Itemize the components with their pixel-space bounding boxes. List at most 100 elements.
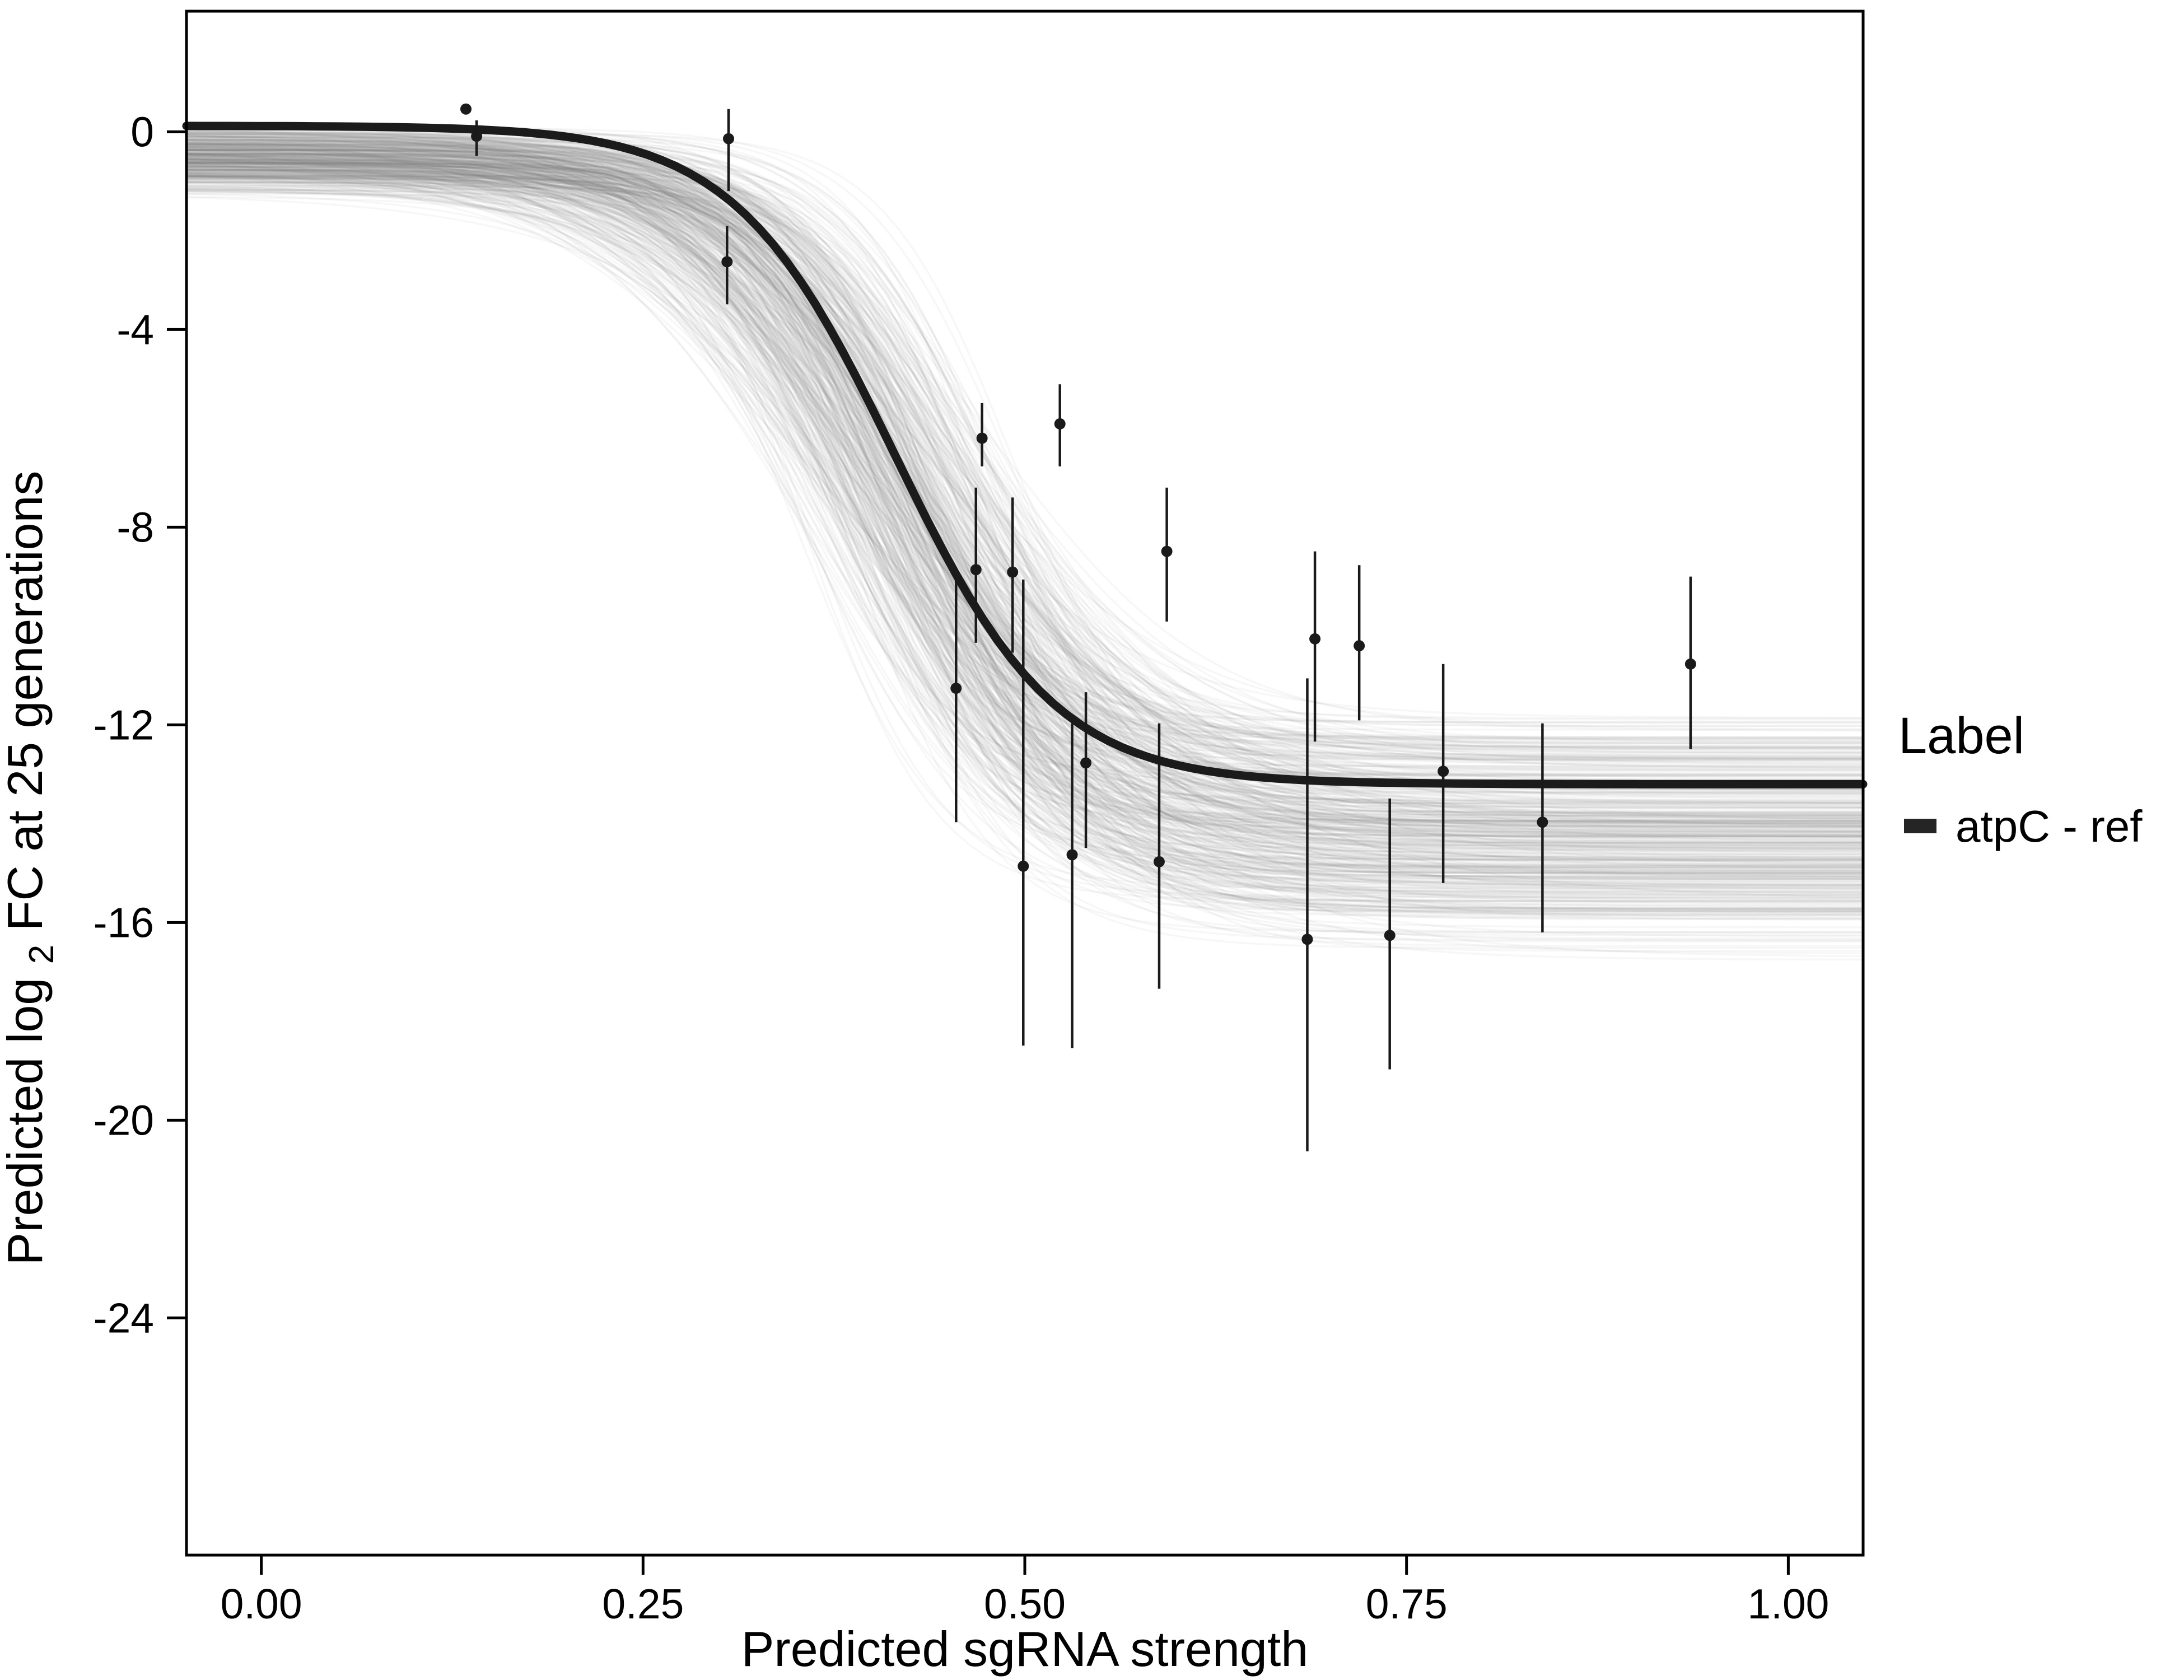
posterior-curve — [186, 152, 1863, 893]
posterior-curve — [186, 175, 1863, 878]
posterior-curve — [186, 141, 1863, 769]
x-axis-title: Predicted sgRNA strength — [741, 1621, 1309, 1677]
posterior-curve — [186, 146, 1863, 870]
posterior-curve — [186, 152, 1864, 732]
posterior-curve — [186, 161, 1863, 913]
posterior-curve — [186, 161, 1864, 860]
posterior-curve — [186, 152, 1863, 862]
posterior-curve — [186, 142, 1864, 847]
posterior-curve — [186, 136, 1863, 745]
posterior-curve — [186, 170, 1863, 731]
posterior-curve — [186, 175, 1863, 828]
posterior-curve — [186, 186, 1863, 817]
posterior-curve — [186, 164, 1863, 757]
posterior-curve — [186, 141, 1863, 804]
posterior-curve — [186, 152, 1864, 819]
posterior-curve — [186, 175, 1863, 896]
posterior-curve — [186, 142, 1863, 815]
posterior-curve — [186, 192, 1863, 830]
posterior-curve — [186, 158, 1863, 804]
posterior-curve — [186, 181, 1863, 763]
posterior-curve — [186, 180, 1863, 813]
posterior-curve — [186, 178, 1863, 902]
posterior-curve — [186, 180, 1863, 794]
posterior-curve — [186, 144, 1863, 881]
posterior-curve — [186, 193, 1863, 757]
posterior-curve — [186, 167, 1863, 792]
x-tick-label: 1.00 — [1747, 1580, 1829, 1627]
posterior-curve — [186, 143, 1863, 875]
posterior-curve — [186, 159, 1863, 803]
posterior-curve — [186, 132, 1863, 776]
posterior-curve — [186, 143, 1863, 749]
posterior-curve — [186, 184, 1863, 891]
posterior-curve — [186, 139, 1863, 822]
posterior-curve — [186, 132, 1863, 848]
posterior-curve — [186, 162, 1863, 912]
posterior-curve — [186, 133, 1863, 813]
posterior-curve — [186, 190, 1863, 816]
posterior-curve — [186, 141, 1863, 876]
posterior-curve — [186, 172, 1863, 912]
posterior-curve — [186, 157, 1863, 843]
x-tick-label: 0.00 — [221, 1580, 302, 1627]
posterior-curve — [186, 162, 1863, 885]
posterior-curve — [186, 147, 1863, 749]
posterior-curve — [186, 163, 1863, 915]
posterior-curve — [186, 169, 1863, 910]
data-point — [1066, 849, 1078, 861]
posterior-curve — [186, 160, 1863, 881]
posterior-curve — [186, 148, 1863, 750]
data-point — [1153, 856, 1165, 867]
posterior-curve — [186, 132, 1863, 793]
posterior-curve — [186, 151, 1863, 855]
posterior-curve — [186, 142, 1863, 761]
posterior-curve — [186, 145, 1863, 832]
posterior-curve — [186, 154, 1863, 723]
posterior-curve — [186, 144, 1863, 814]
posterior-curve — [186, 154, 1864, 880]
y-tick-label: -16 — [94, 899, 154, 946]
posterior-curve — [186, 176, 1863, 767]
posterior-curve — [186, 169, 1863, 879]
posterior-curve — [186, 147, 1863, 832]
posterior-curve — [186, 140, 1863, 851]
posterior-curve — [186, 135, 1863, 942]
posterior-curve — [186, 165, 1863, 912]
posterior-curve — [186, 150, 1863, 884]
posterior-curve — [186, 148, 1863, 861]
posterior-curve — [186, 163, 1863, 880]
posterior-curve — [186, 169, 1863, 768]
posterior-curve — [186, 154, 1863, 808]
posterior-curve — [186, 139, 1863, 873]
posterior-curve — [186, 140, 1864, 878]
posterior-curve — [186, 142, 1864, 865]
x-tick-label: 0.50 — [984, 1580, 1066, 1627]
posterior-curve — [186, 167, 1863, 776]
posterior-curve — [186, 157, 1864, 853]
posterior-curve — [186, 133, 1864, 877]
posterior-curve — [186, 176, 1864, 791]
posterior-curve — [186, 171, 1863, 857]
posterior-curve — [186, 152, 1863, 866]
posterior-curve — [186, 136, 1864, 838]
posterior-curve — [186, 165, 1863, 933]
posterior-curve — [186, 166, 1863, 765]
posterior-curve — [186, 156, 1863, 816]
posterior-curve — [186, 157, 1864, 842]
posterior-curve — [186, 165, 1863, 805]
y-axis-title-prefix: Predicted log — [0, 978, 53, 1266]
posterior-curve — [186, 179, 1863, 874]
posterior-curve — [186, 160, 1863, 754]
posterior-curve — [186, 124, 1864, 958]
posterior-curve — [186, 144, 1864, 819]
data-point — [1161, 545, 1173, 557]
posterior-curve — [186, 125, 1864, 836]
posterior-curve — [186, 189, 1863, 850]
posterior-curve — [186, 161, 1863, 781]
posterior-curve — [186, 142, 1863, 858]
y-tick-label: -20 — [94, 1096, 154, 1144]
posterior-curve — [186, 166, 1863, 834]
posterior-curve — [186, 181, 1863, 901]
posterior-curve — [186, 154, 1863, 934]
